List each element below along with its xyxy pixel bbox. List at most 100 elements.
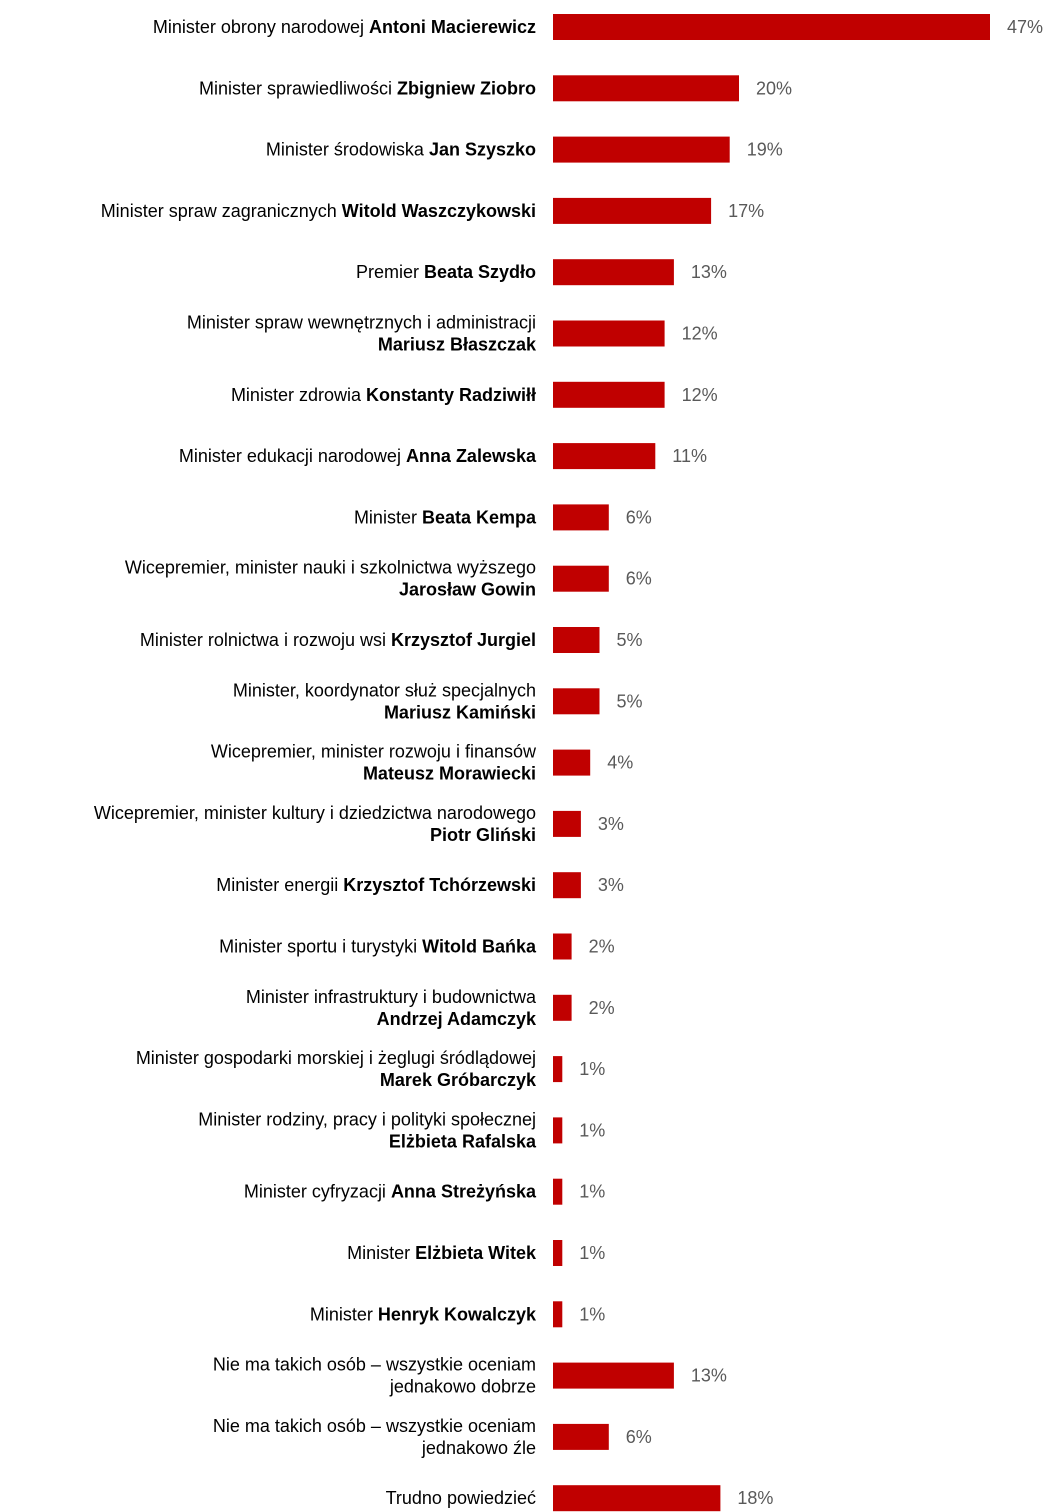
category-label-text: Wicepremier, minister rozwoju i finansów [211, 742, 537, 762]
value-label: 6% [626, 569, 652, 589]
bar [553, 1301, 563, 1328]
category-label: Minister energii Krzysztof Tchórzewski [216, 875, 536, 895]
category-label-text: Nie ma takich osób – wszystkie oceniam [213, 1416, 536, 1436]
category-label: Mariusz Błaszczak [378, 335, 537, 355]
category-label-name: Elżbieta Witek [415, 1243, 537, 1263]
bar [553, 1362, 674, 1389]
category-label-name: Witold Bańka [422, 937, 537, 957]
value-label: 13% [691, 262, 727, 282]
category-label: Jarosław Gowin [399, 580, 536, 600]
value-label: 18% [737, 1488, 773, 1508]
category-label-text: Minister rodziny, pracy i polityki społe… [198, 1109, 536, 1129]
value-label: 2% [589, 998, 615, 1018]
category-label-text: Minister sprawiedliwości [199, 78, 397, 98]
bar [553, 136, 730, 163]
category-label: Trudno powiedzieć [386, 1488, 536, 1508]
category-label: Wicepremier, minister kultury i dziedzic… [94, 803, 536, 823]
category-label: Minister sprawiedliwości Zbigniew Ziobro [199, 78, 536, 98]
category-label-text: Minister infrastruktury i budownictwa [246, 987, 537, 1007]
category-label-text: Nie ma takich osób – wszystkie oceniam [213, 1355, 536, 1375]
value-label: 19% [747, 140, 783, 160]
bar [553, 381, 665, 408]
value-label: 1% [579, 1059, 605, 1079]
bar [553, 810, 581, 837]
bar [553, 994, 572, 1021]
category-label: Wicepremier, minister nauki i szkolnictw… [125, 558, 536, 578]
value-label: 20% [756, 78, 792, 98]
value-label: 2% [589, 937, 615, 957]
bar [553, 14, 990, 40]
bar [553, 627, 600, 653]
category-label-text: jednakowo dobrze [389, 1377, 536, 1397]
value-label: 17% [728, 201, 764, 221]
bar [553, 1240, 563, 1266]
category-label: jednakowo dobrze [389, 1377, 536, 1397]
category-label-text: Minister energii [216, 875, 343, 895]
category-label: Minister edukacji narodowej Anna Zalewsk… [179, 446, 537, 466]
category-label: Piotr Gliński [430, 825, 536, 845]
category-label-text: jednakowo źle [421, 1438, 536, 1458]
bar [553, 197, 712, 224]
category-label-name: Elżbieta Rafalska [389, 1131, 537, 1151]
bar [553, 872, 581, 899]
category-label-text: Minister cyfryzacji [244, 1182, 391, 1202]
bar [553, 75, 739, 102]
category-label-text: Minister [354, 507, 422, 527]
category-label: Minister spraw wewnętrznych i administra… [187, 313, 536, 333]
category-label: Minister Elżbieta Witek [347, 1243, 537, 1263]
category-label: Minister środowiska Jan Szyszko [266, 140, 536, 160]
category-label: jednakowo źle [421, 1438, 536, 1458]
category-label: Minister Beata Kempa [354, 507, 537, 527]
category-label: Minister spraw zagranicznych Witold Wasz… [101, 201, 536, 221]
bar [553, 1178, 563, 1205]
category-label-name: Zbigniew Ziobro [397, 78, 536, 98]
category-label-name: Mariusz Błaszczak [378, 335, 537, 355]
value-label: 1% [579, 1120, 605, 1140]
value-label: 6% [626, 1427, 652, 1447]
value-label: 3% [598, 875, 624, 895]
category-label-text: Minister [347, 1243, 415, 1263]
category-label-name: Antoni Macierewicz [369, 17, 536, 37]
category-label: Minister infrastruktury i budownictwa [246, 987, 537, 1007]
category-label: Minister zdrowia Konstanty Radziwiłł [231, 385, 536, 405]
category-label-text: Minister obrony narodowej [153, 17, 369, 37]
category-label-name: Krzysztof Tchórzewski [343, 875, 536, 895]
value-label: 4% [607, 753, 633, 773]
value-label: 1% [579, 1182, 605, 1202]
value-label: 13% [691, 1366, 727, 1386]
category-label-text: Minister, koordynator służ specjalnych [233, 680, 536, 700]
category-label-name: Jan Szyszko [429, 140, 536, 160]
category-label: Minister gospodarki morskiej i żeglugi ś… [136, 1048, 536, 1068]
bar [553, 933, 572, 960]
value-label: 5% [617, 630, 643, 650]
category-label: Minister rodziny, pracy i polityki społe… [198, 1109, 536, 1129]
category-label: Andrzej Adamczyk [377, 1009, 537, 1029]
bar [553, 565, 609, 592]
category-label: Minister rolnictwa i rozwoju wsi Krzyszt… [140, 630, 536, 650]
category-label-name: Beata Kempa [422, 507, 537, 527]
value-label: 1% [579, 1243, 605, 1263]
category-label: Minister sportu i turystyki Witold Bańka [219, 937, 537, 957]
category-label-text: Minister edukacji narodowej [179, 446, 406, 466]
category-label-name: Piotr Gliński [430, 825, 536, 845]
category-label: Marek Gróbarczyk [380, 1070, 537, 1090]
category-label-text: Minister rolnictwa i rozwoju wsi [140, 630, 391, 650]
category-label: Mariusz Kamiński [384, 702, 536, 722]
category-label: Minister obrony narodowej Antoni Maciere… [153, 17, 536, 37]
category-label-name: Andrzej Adamczyk [377, 1009, 537, 1029]
category-label-name: Marek Gróbarczyk [380, 1070, 537, 1090]
category-label-text: Minister środowiska [266, 140, 429, 160]
bar [553, 443, 656, 470]
value-label: 3% [598, 814, 624, 834]
category-label-text: Minister spraw zagranicznych [101, 201, 342, 221]
category-label: Minister cyfryzacji Anna Streżyńska [244, 1182, 537, 1202]
category-label-text: Minister zdrowia [231, 385, 366, 405]
category-label-name: Mariusz Kamiński [384, 702, 536, 722]
bar [553, 259, 674, 286]
value-label: 1% [579, 1304, 605, 1324]
category-label: Mateusz Morawiecki [363, 764, 536, 784]
category-label-text: Wicepremier, minister kultury i dziedzic… [94, 803, 536, 823]
category-label-name: Witold Waszczykowski [342, 201, 536, 221]
category-label-text: Premier [356, 262, 424, 282]
bar [553, 688, 600, 715]
